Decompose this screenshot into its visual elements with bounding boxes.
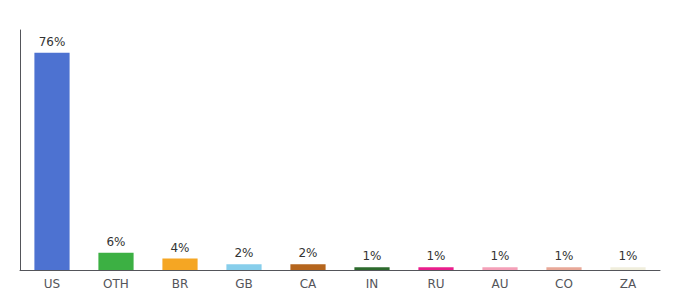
- svg-text:CA: CA: [300, 277, 317, 291]
- svg-text:BR: BR: [172, 277, 189, 291]
- svg-text:AU: AU: [492, 277, 509, 291]
- svg-text:RU: RU: [427, 277, 444, 291]
- svg-text:1%: 1%: [554, 249, 573, 263]
- svg-text:1%: 1%: [618, 249, 637, 263]
- svg-text:GB: GB: [235, 277, 253, 291]
- svg-text:1%: 1%: [490, 249, 509, 263]
- svg-text:1%: 1%: [362, 249, 381, 263]
- svg-text:6%: 6%: [106, 235, 125, 249]
- svg-text:2%: 2%: [234, 246, 253, 260]
- svg-text:2%: 2%: [298, 246, 317, 260]
- svg-text:CO: CO: [555, 277, 573, 291]
- svg-text:IN: IN: [366, 277, 379, 291]
- svg-text:1%: 1%: [426, 249, 445, 263]
- svg-text:76%: 76%: [39, 35, 66, 49]
- svg-text:OTH: OTH: [103, 277, 129, 291]
- svg-text:4%: 4%: [170, 241, 189, 255]
- svg-text:ZA: ZA: [620, 277, 637, 291]
- svg-text:US: US: [44, 277, 60, 291]
